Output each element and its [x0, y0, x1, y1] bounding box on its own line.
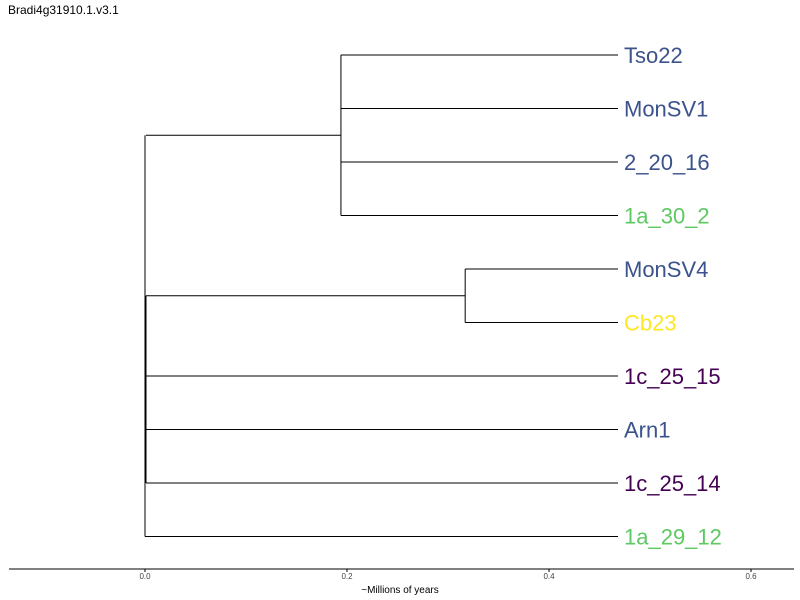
leaf-label: MonSV4: [624, 257, 708, 282]
leaf-label: Arn1: [624, 418, 670, 443]
leaf-label: 1a_30_2: [624, 204, 710, 229]
axis-tick-label: 0.0: [139, 572, 151, 581]
x-axis: 0.0 0.2 0.4 0.6 ~Millions of years: [9, 568, 794, 596]
leaf-label: 2_20_16: [624, 150, 710, 175]
axis-title: ~Millions of years: [361, 585, 439, 596]
leaf-label: Tso22: [624, 43, 683, 68]
axis-tick-label: 0.6: [745, 572, 757, 581]
leaf-label: Cb23: [624, 311, 677, 336]
leaf-label: MonSV1: [624, 97, 708, 122]
tree-title: Bradi4g31910.1.v3.1: [8, 3, 119, 17]
axis-tick-label: 0.4: [543, 572, 555, 581]
leaf-label: 1c_25_15: [624, 364, 721, 389]
leaf-label: 1a_29_12: [624, 525, 722, 550]
axis-ticks: 0.0 0.2 0.4 0.6: [139, 569, 757, 581]
tree-branches: [144, 54, 618, 537]
leaf-labels: Tso22 MonSV1 2_20_16 1a_30_2 MonSV4 Cb23 1c_25…: [624, 43, 722, 550]
axis-tick-label: 0.2: [341, 572, 353, 581]
leaf-label: 1c_25_14: [624, 471, 721, 496]
